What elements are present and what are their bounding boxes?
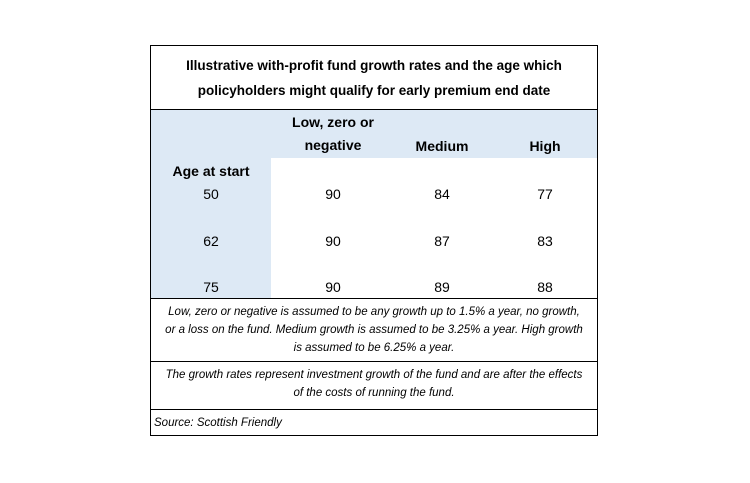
cell-value: 84 [434,186,450,202]
divider [151,109,597,110]
row-label: 62 [203,233,219,249]
row-label: 50 [203,186,219,202]
column-header: Low, zero or negative [292,114,374,153]
column-header: Medium [415,138,469,154]
cell-value: 77 [537,186,553,202]
note: The growth rates represent investment gr… [151,361,597,409]
cell-value: 83 [537,233,553,249]
note: Low, zero or negative is assumed to be a… [151,298,597,361]
cell-value: 90 [325,186,341,202]
title-line: policyholders might qualify for early pr… [197,83,551,98]
cell-value: 90 [325,279,341,295]
row-label: 75 [203,279,219,295]
column-header-band [271,110,597,158]
cell-value: 88 [537,279,553,295]
table-box: Illustrative with-profit fund growth rat… [150,45,598,436]
cell-value: 87 [434,233,450,249]
title-line: Illustrative with-profit fund growth rat… [186,58,562,73]
column-header: High [529,138,561,154]
row-header-band [151,110,271,298]
cell-value: 89 [434,279,450,295]
source: Source: Scottish Friendly [151,409,597,435]
cell-value: 90 [325,233,341,249]
row-header: Age at start [172,163,250,179]
